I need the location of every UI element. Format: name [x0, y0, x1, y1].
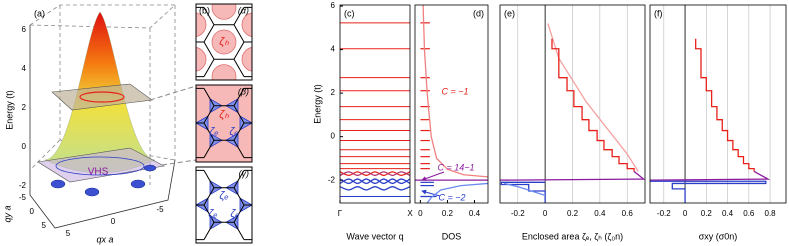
- annotation: C = −1: [441, 86, 468, 96]
- x-tick-label: 0.4: [722, 209, 734, 218]
- y-tick-label: 2: [331, 88, 336, 97]
- x-tick-label: 0.4: [469, 209, 481, 218]
- y-tick-label: -2: [328, 175, 336, 184]
- inset-label: (α): [238, 5, 249, 15]
- qy-tick-label: 5: [42, 221, 47, 230]
- x-tick-label: 0.6: [743, 209, 755, 218]
- qx-tick-label: -5: [156, 205, 164, 214]
- x-axis-label: σxy (σ0n): [699, 231, 738, 241]
- z-tick-label: 2: [22, 103, 27, 112]
- qy-tick-label: -5: [19, 193, 27, 202]
- plot-area: [500, 5, 645, 203]
- x-tick-label: 0: [683, 209, 688, 218]
- annotation-arrow: [421, 189, 441, 197]
- series-line: [650, 180, 767, 203]
- series-line: [500, 170, 645, 181]
- x-tick-label: 0.2: [701, 209, 713, 218]
- x-tick-label: 0.6: [622, 209, 634, 218]
- qy-tick-label: 0: [30, 207, 35, 216]
- z-label: Energy (t): [4, 90, 14, 130]
- vhs-contour: [55, 156, 145, 176]
- series-line: [547, 23, 639, 172]
- x-tick-label: 0.2: [567, 209, 579, 218]
- vhs-plane: [37, 147, 165, 183]
- energy-plane: [51, 83, 153, 111]
- panel-a: (a) Energy (t) 6 4 2 0 -2 qy a 5 0 -5 5 …: [2, 4, 197, 244]
- region-label: ζₑ: [209, 126, 218, 138]
- plot-area: [650, 5, 771, 203]
- series-line: [422, 5, 488, 178]
- panel-label: (b): [199, 5, 210, 15]
- y-tick-label: 6: [331, 1, 336, 10]
- x-tick-label: -0.2: [657, 209, 671, 218]
- z-tick-label: 0: [22, 142, 27, 151]
- region-label: ζₑ: [229, 126, 238, 138]
- annotation: C = 14−1: [437, 162, 474, 172]
- x-tick-label: -0.2: [511, 209, 525, 218]
- series-line: [340, 178, 410, 185]
- x-tick-label: 0: [418, 209, 423, 218]
- region-label: ζₕ: [219, 109, 229, 121]
- panel-label: (a): [34, 8, 45, 18]
- series-line: [500, 181, 546, 203]
- plot-frame: [414, 4, 489, 204]
- x-tick-label: X: [407, 209, 413, 218]
- panel-label: (d): [473, 8, 484, 18]
- inset-label: (β): [238, 86, 249, 96]
- qx-tick-label: 0: [111, 217, 116, 226]
- annotation-arrow: [421, 171, 445, 181]
- plot-frame: [339, 4, 411, 204]
- x-tick-label: Γ: [338, 209, 343, 218]
- z-tick-label: -2: [19, 181, 27, 190]
- panel-label: (e): [504, 8, 515, 18]
- axes: [29, 25, 176, 229]
- plot-area: [340, 22, 410, 197]
- panel-label: (c): [344, 8, 355, 18]
- y-tick-label: 0: [331, 132, 336, 141]
- qy-label: qy a: [2, 205, 12, 222]
- series-line: [340, 186, 410, 191]
- x-axis-label: Wave vector q: [346, 231, 403, 241]
- y-tick-label: 4: [331, 45, 336, 54]
- x-tick-label: 0.8: [765, 209, 777, 218]
- region-label: ζₑ: [230, 208, 239, 220]
- x-axis-label: Enclosed area ζₑ, ζₕ (ζ₀n): [522, 231, 623, 241]
- series-line: [340, 171, 410, 177]
- plot-frame: [649, 4, 787, 204]
- inset-frames: [195, 3, 253, 244]
- inset-label: (γ): [239, 168, 250, 178]
- region-label: ζₕ: [219, 36, 229, 48]
- y-axis-label: Energy (t): [312, 84, 322, 124]
- qx-tick-label: 5: [66, 229, 71, 238]
- series-line: [340, 178, 410, 185]
- x-tick-label: 0.4: [594, 209, 606, 218]
- series-line: [503, 182, 546, 197]
- inset-beta: [196, 85, 252, 162]
- panel-label: (f): [654, 8, 663, 18]
- panel-b: (b) (α) ζₕ (β) ζₕ ζₑ ζₑ (γ) ζₑ ζₑ ζₑ: [195, 3, 253, 244]
- region-label: ζₑ: [219, 190, 228, 202]
- plot-area: [415, 5, 488, 203]
- qx-label: qx a: [96, 234, 113, 244]
- vhs-label: VHS: [88, 167, 109, 178]
- plot-frame: [499, 4, 646, 204]
- annotation: C = −2: [438, 192, 465, 202]
- series-line: [426, 182, 488, 203]
- series-line: [695, 38, 755, 172]
- z-tick-label: 6: [22, 25, 27, 34]
- series-line: [551, 38, 635, 172]
- x-axis-label: DOS: [442, 231, 462, 241]
- lobes: [50, 164, 157, 197]
- series-line: [340, 171, 410, 177]
- fermi-contour: [79, 91, 125, 103]
- z-tick-label: 4: [22, 64, 27, 73]
- x-tick-label: 0.2: [442, 209, 454, 218]
- region-label: ζₑ: [208, 208, 217, 220]
- box-frame: [28, 4, 177, 185]
- zoom-lines: [149, 85, 197, 166]
- x-tick-label: 0: [543, 209, 548, 218]
- series-line: [650, 170, 771, 181]
